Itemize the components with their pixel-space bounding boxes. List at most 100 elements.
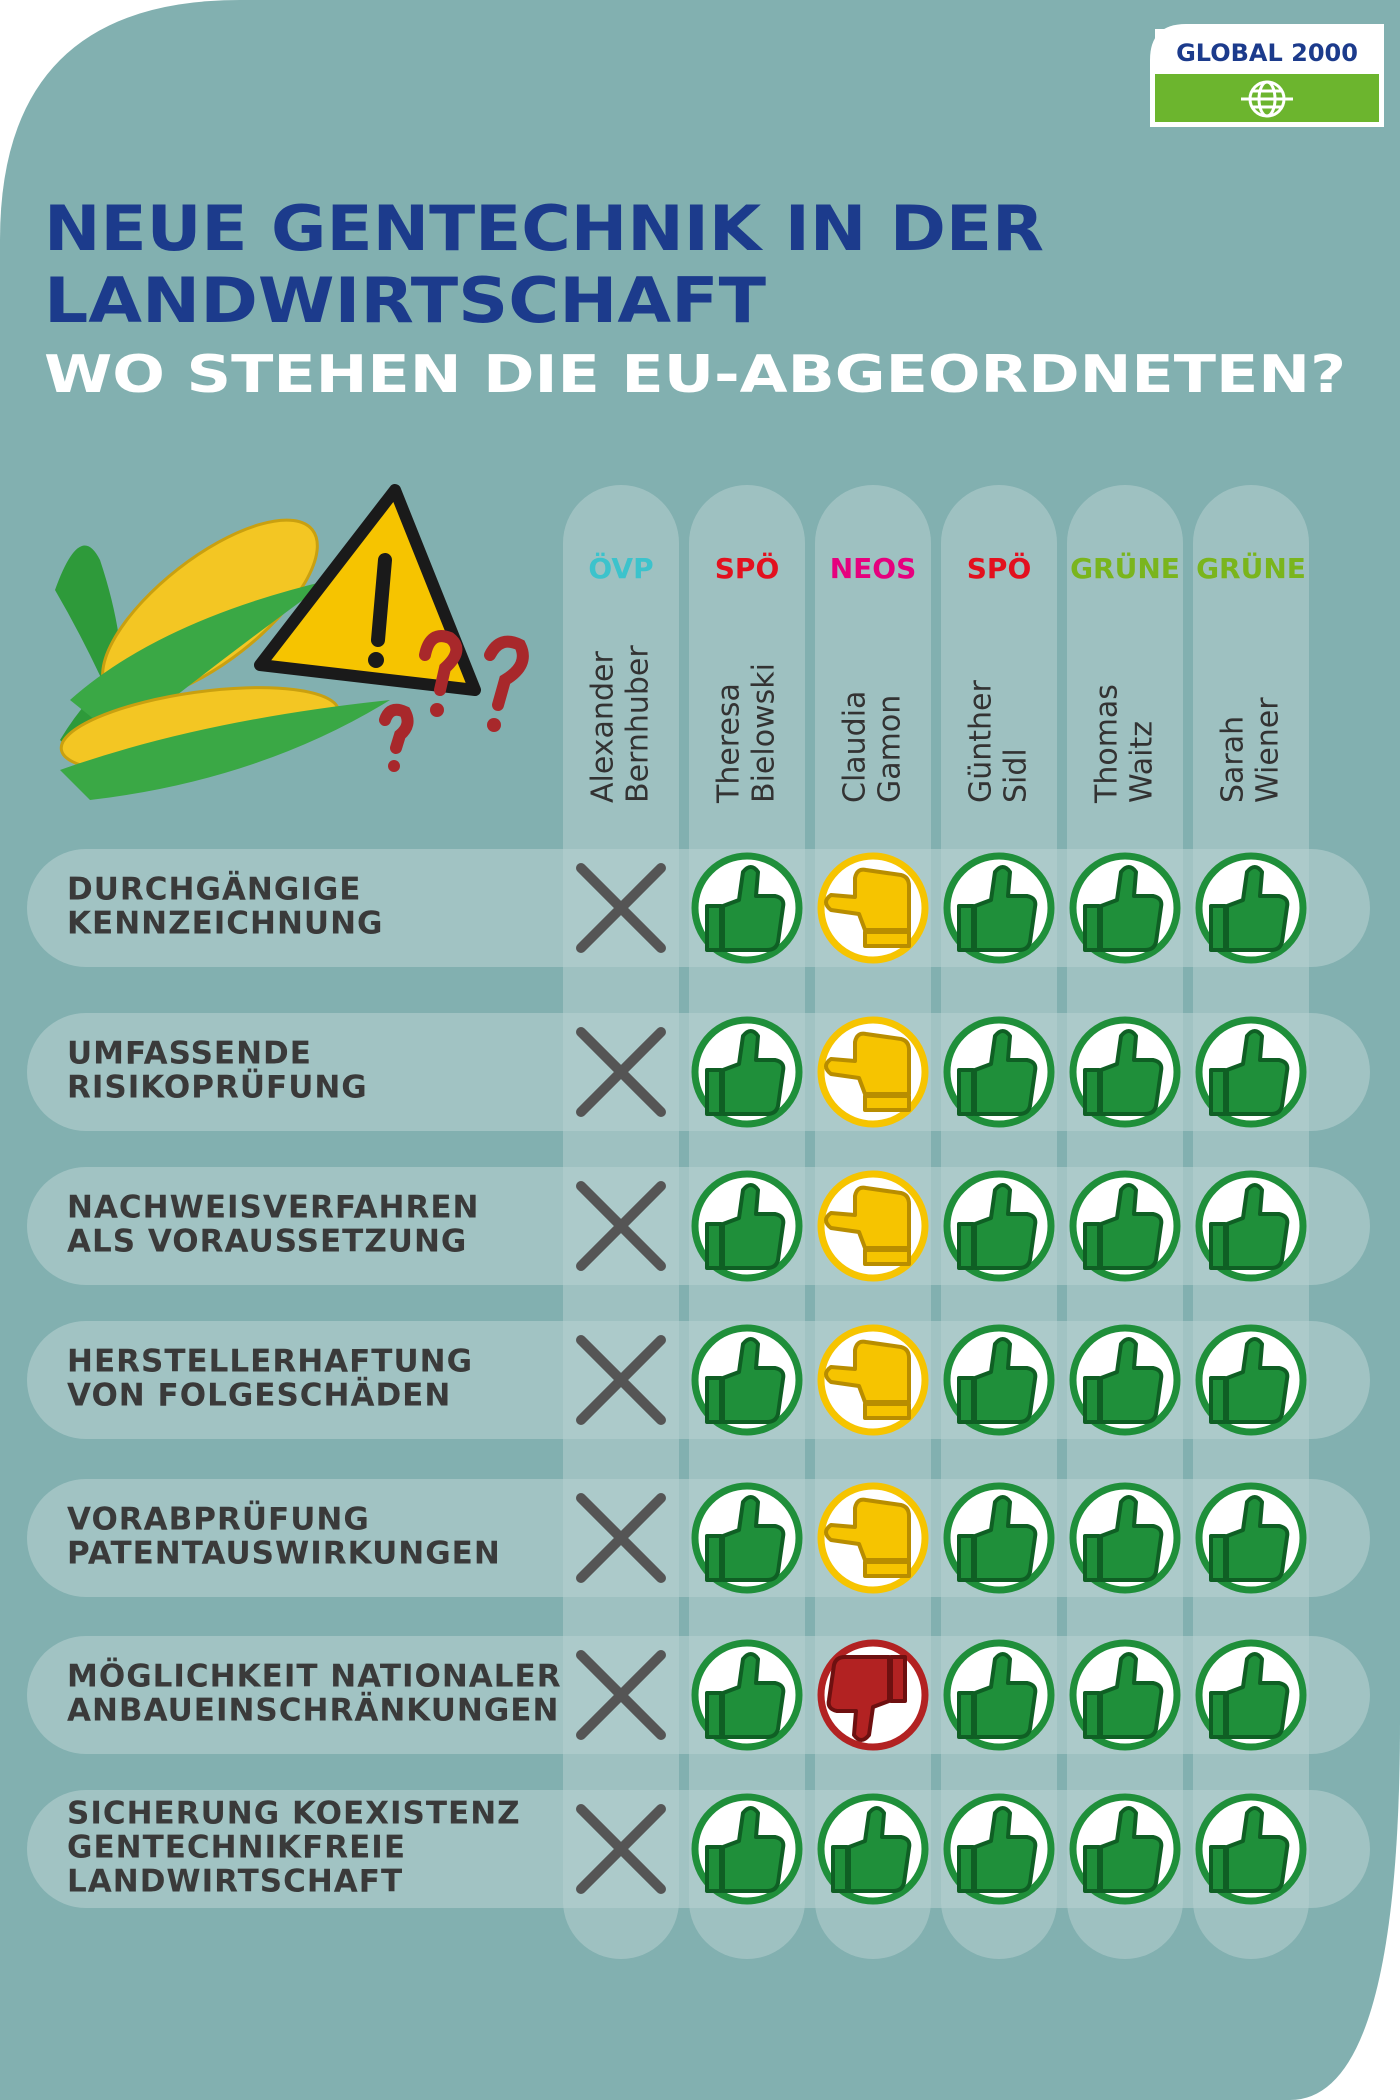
rating-up [943,1016,1055,1128]
rating-x [576,1650,666,1740]
politician-name: Claudia [838,691,873,803]
rating-side [817,1170,929,1282]
rating-up [943,852,1055,964]
thumb [1209,865,1290,952]
thumb [1083,1652,1164,1739]
politician-name: Günther [964,679,999,803]
thumb [957,1652,1038,1739]
x-mark [576,1493,666,1583]
party-label: SPÖ [967,551,1032,585]
criterion-label: VORABPRÜFUNG [67,1501,370,1538]
thumb [705,1652,786,1739]
rating-x [576,1181,666,1271]
politician-name: Bielowski [747,663,782,803]
criterion-label: MÖGLICHKEIT NATIONALER [67,1658,562,1695]
thumb [1209,1337,1290,1424]
thumb [1209,1652,1290,1739]
rating-side [817,1016,929,1128]
thumb [824,1185,911,1266]
politician-name: Sidl [999,748,1034,803]
thumb [957,865,1038,952]
criterion-label: DURCHGÄNGIGE [67,872,361,908]
thumb [831,1806,912,1893]
thumb [824,1339,911,1420]
rating-up [1069,1482,1181,1594]
x-mark [576,1027,666,1117]
thumb [705,1806,786,1893]
corn-illustration [55,484,529,800]
party-label: SPÖ [715,551,780,585]
rating-side [817,1482,929,1594]
rating-up [1069,1639,1181,1751]
politician-name: Wiener [1251,697,1286,803]
thumb [705,1183,786,1270]
thumb [1083,1337,1164,1424]
thumb [705,1337,786,1424]
thumb [705,865,786,952]
politician-name: Theresa [712,683,747,804]
thumb [1209,1029,1290,1116]
thumb [824,1497,911,1578]
thumb [1083,1495,1164,1582]
rating-up [1195,1170,1307,1282]
rating-up [1069,1793,1181,1905]
rating-up [943,1793,1055,1905]
ratings [576,852,1307,1905]
thumb [1209,1183,1290,1270]
criterion-label: SICHERUNG KOEXISTENZ [67,1796,521,1832]
rating-up [1195,1639,1307,1751]
politician-name: Alexander [586,651,621,803]
rating-up [1195,1793,1307,1905]
logo-text: GLOBAL 2000 [1176,39,1358,67]
criterion-label: ALS VORAUSSETZUNG [67,1224,467,1260]
thumb [824,867,911,948]
thumb [1209,1495,1290,1582]
thumb [1083,865,1164,952]
rating-up [1195,1016,1307,1128]
rating-up [1195,1482,1307,1594]
logo: GLOBAL 2000 [1150,24,1384,127]
rating-up [691,1016,803,1128]
rating-up [817,1793,929,1905]
criterion-label: PATENTAUSWIRKUNGEN [67,1536,501,1572]
thumb [957,1029,1038,1116]
rating-up [943,1482,1055,1594]
rating-up [691,1482,803,1594]
title-line: NEUE GENTECHNIK IN DER [44,192,1044,265]
party-label: GRÜNE [1070,551,1180,585]
thumb [1083,1183,1164,1270]
politician-name: Thomas [1090,684,1125,804]
thumb [957,1806,1038,1893]
politician-name: Bernhuber [621,645,656,803]
criterion-label: NACHWEISVERFAHREN [67,1190,479,1226]
thumb [957,1337,1038,1424]
x-mark [576,1804,666,1894]
rating-up [943,1639,1055,1751]
party-label: NEOS [830,552,917,585]
thumb [957,1495,1038,1582]
x-mark [576,863,666,953]
rating-down [817,1639,929,1751]
subtitle: WO STEHEN DIE EU-ABGEORDNETEN? [44,345,1346,405]
rating-side [817,1324,929,1436]
thumb [1083,1029,1164,1116]
thumb [824,1031,911,1112]
rating-up [1069,1016,1181,1128]
rating-x [576,1027,666,1117]
criterion-label: UMFASSENDE [67,1036,312,1072]
rating-up [691,1793,803,1905]
rating-x [576,863,666,953]
criterion-label: ANBAUEINSCHRÄNKUNGEN [67,1693,559,1729]
criterion-label: HERSTELLERHAFTUNG [67,1344,473,1380]
rating-up [1195,1324,1307,1436]
rating-up [691,1639,803,1751]
rating-x [576,1493,666,1583]
criterion-label: LANDWIRTSCHAFT [67,1864,403,1900]
thumb [705,1495,786,1582]
x-mark [576,1650,666,1740]
rating-x [576,1804,666,1894]
rating-up [1069,1170,1181,1282]
party-label: GRÜNE [1196,551,1306,585]
